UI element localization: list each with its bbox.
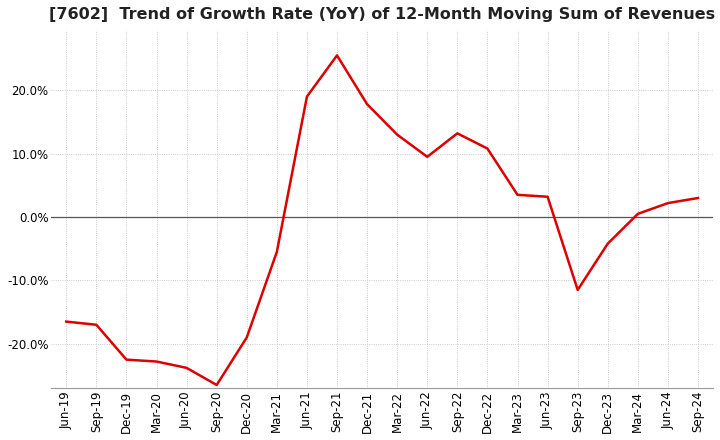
Title: [7602]  Trend of Growth Rate (YoY) of 12-Month Moving Sum of Revenues: [7602] Trend of Growth Rate (YoY) of 12-… <box>49 7 715 22</box>
